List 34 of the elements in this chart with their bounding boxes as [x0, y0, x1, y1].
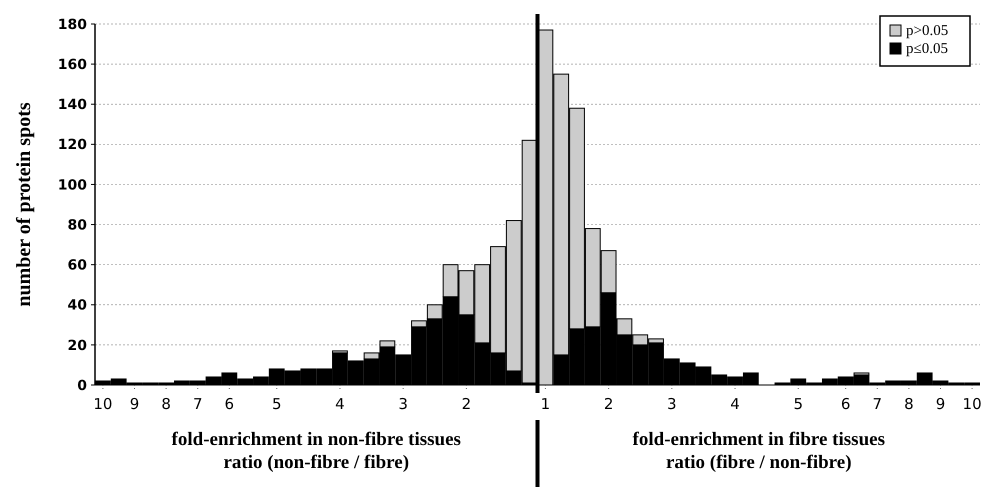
y-tick-label: 80 — [68, 217, 88, 234]
text: fold-enrichment in fibre tissues ratio (fibre / non-fibre) — [632, 429, 885, 473]
x-tick-label: 3 — [667, 395, 677, 413]
x-tick-label: 4 — [730, 395, 740, 413]
x-tick-label: 2 — [604, 395, 614, 413]
x-tick-label: 6 — [840, 395, 850, 413]
x-tick-label: 8 — [161, 395, 171, 413]
x-tick-label: 1 — [540, 395, 550, 413]
x-tick-label: 7 — [192, 395, 202, 413]
y-tick-label: 180 — [58, 16, 88, 33]
x-tick-label: 4 — [335, 395, 345, 413]
y-tick-label: 60 — [68, 258, 88, 274]
legend-label: p>0.05 — [906, 23, 948, 39]
y-tick-label: 160 — [58, 57, 88, 74]
x-tick-label: 5 — [793, 395, 804, 413]
x-tick-label: 9 — [130, 395, 140, 413]
x-tick-label: 7 — [872, 395, 882, 413]
x-tick-label: 6 — [224, 395, 234, 413]
x-tick-label: 10 — [93, 395, 112, 413]
y-tick-label: 140 — [58, 97, 88, 114]
text: fold-enrichment in non-fibre tissues ratio (non-fibre / fibre) — [172, 429, 461, 473]
y-tick-label: 20 — [68, 338, 88, 354]
legend-label: p≤0.05 — [906, 41, 948, 57]
x-tick-label: 8 — [904, 395, 914, 413]
y-tick-label: 120 — [58, 137, 88, 154]
x-tick-label: 3 — [398, 395, 408, 413]
x-tick-label: 5 — [272, 395, 282, 413]
x-tick-label: 2 — [462, 395, 472, 413]
y-axis-title: number of protein spots — [13, 102, 35, 307]
y-tick-label: 40 — [68, 298, 88, 314]
x-tick-label: 10 — [962, 395, 981, 413]
x-tick-label: 9 — [936, 395, 946, 413]
y-tick-label: 0 — [77, 378, 88, 394]
y-tick-label: 100 — [58, 177, 88, 194]
